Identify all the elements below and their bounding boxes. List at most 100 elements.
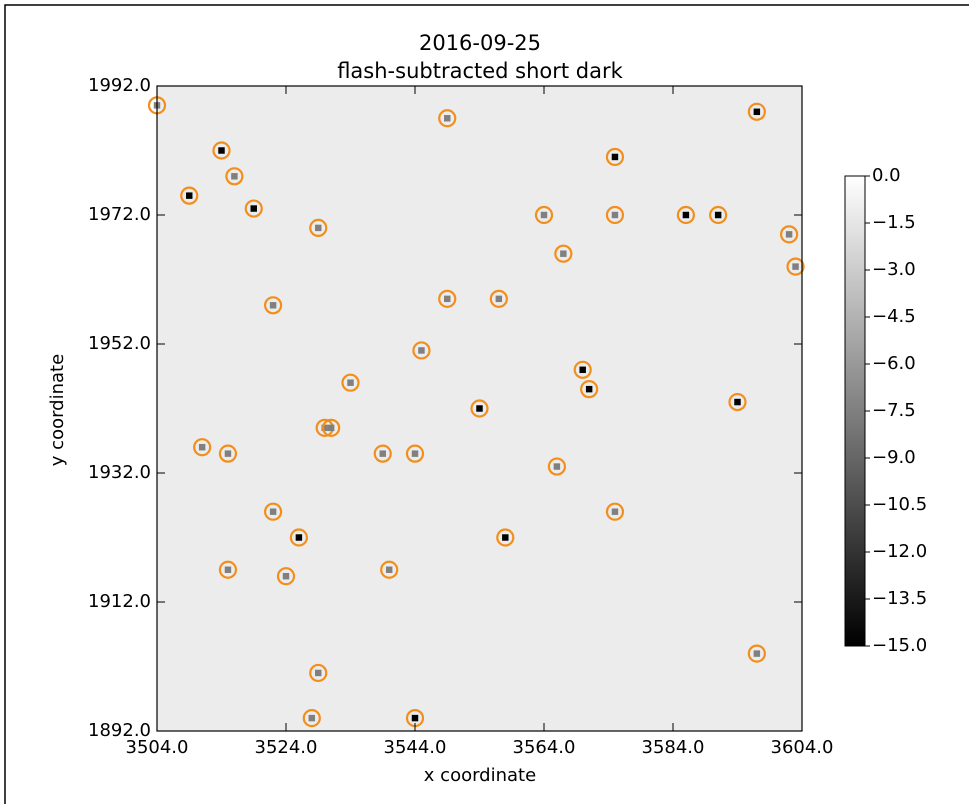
- hot-pixel: [560, 250, 567, 257]
- x-tick-label: 3604.0: [771, 737, 834, 758]
- y-tick-label: 1972.0: [88, 204, 151, 225]
- frame: [4, 4, 969, 808]
- colorbar-tick-label: −4.5: [872, 306, 916, 327]
- hot-pixel: [269, 302, 277, 309]
- colorbar-tick-label: −12.0: [872, 541, 927, 562]
- y-tick-label: 1952.0: [88, 333, 151, 354]
- hot-pixel: [385, 566, 393, 573]
- marker-circle: [373, 444, 392, 463]
- marker-circle: [747, 644, 766, 663]
- hot-pixel: [224, 450, 232, 457]
- hot-pixel: [218, 147, 225, 154]
- x-tick-label: 3544.0: [384, 737, 447, 758]
- hot-pixel: [308, 714, 316, 722]
- marker-circle: [405, 444, 425, 463]
- colorbar-tick-label: −6.0: [872, 353, 916, 374]
- hot-pixel: [315, 669, 322, 677]
- hot-pixel: [315, 224, 322, 232]
- colorbar: [844, 175, 866, 647]
- colorbar-tick-label: −3.0: [872, 259, 916, 280]
- marker-circle: [302, 708, 321, 728]
- marker-circle: [322, 418, 341, 437]
- marker-circle: [554, 244, 573, 263]
- colorbar-tick-label: 0.0: [872, 165, 901, 186]
- marker-circle: [289, 528, 308, 547]
- marker-circle: [264, 296, 283, 315]
- chart-subtitle: flash-subtracted short dark: [337, 59, 623, 83]
- y-tick-label: 1912.0: [88, 591, 151, 612]
- hot-pixel: [411, 450, 419, 457]
- marker-circle: [180, 186, 199, 205]
- x-tick-label: 3524.0: [255, 737, 318, 758]
- hot-pixel: [231, 173, 238, 180]
- marker-circle: [244, 199, 263, 218]
- y-tick-label: 1892.0: [88, 720, 151, 741]
- hot-pixel: [753, 650, 761, 657]
- hot-pixel: [224, 566, 232, 573]
- marker-circle: [747, 102, 766, 121]
- marker-circle: [218, 560, 238, 579]
- marker-circle: [580, 380, 599, 399]
- x-tick-label: 3584.0: [642, 737, 705, 758]
- y-axis-label: y coordinate: [47, 354, 68, 466]
- marker-circle: [709, 205, 728, 225]
- hot-pixel: [495, 295, 503, 303]
- hot-pixel: [327, 424, 335, 432]
- hot-pixel: [734, 398, 741, 406]
- x-tick-label: 3504.0: [126, 737, 189, 758]
- colorbar-tick-label: −1.5: [872, 212, 916, 233]
- marker-circle: [225, 167, 244, 186]
- x-tick-label: 3564.0: [513, 737, 576, 758]
- marker-circle: [276, 567, 296, 586]
- marker-circle: [489, 289, 508, 308]
- marker-circle: [605, 205, 625, 225]
- hot-pixel: [186, 192, 193, 199]
- colorbar-tick-label: −13.5: [872, 588, 927, 609]
- hot-pixel: [753, 108, 761, 116]
- colorbar-tick-label: −10.5: [872, 494, 927, 515]
- hot-pixel: [198, 443, 206, 451]
- marker-circle: [438, 109, 457, 128]
- hot-pixel: [682, 211, 690, 219]
- x-axis-label: x coordinate: [424, 765, 536, 786]
- hot-pixel: [476, 405, 483, 412]
- marker-circle: [605, 147, 625, 167]
- marker-circle: [786, 257, 805, 276]
- marker-circle: [676, 205, 696, 225]
- hot-pixel: [792, 263, 799, 270]
- marker-circle: [341, 373, 360, 392]
- colorbar-tick-label: −15.0: [872, 635, 927, 656]
- hot-pixel: [418, 347, 425, 354]
- marker-circle: [547, 457, 567, 476]
- hot-pixel: [282, 572, 290, 580]
- marker-circle: [309, 218, 328, 237]
- hot-pixel: [269, 508, 277, 515]
- marker-circle: [573, 360, 592, 379]
- colorbar-tick-label: −9.0: [872, 447, 916, 468]
- hot-pixel: [321, 424, 328, 432]
- chart-title: 2016-09-25: [419, 31, 541, 55]
- marker-circle: [534, 205, 554, 225]
- hot-pixel: [611, 153, 619, 161]
- marker-circle: [218, 444, 238, 463]
- colorbar-tick-label: −7.5: [872, 400, 916, 421]
- hot-pixel: [295, 534, 303, 541]
- y-tick-label: 1932.0: [88, 462, 151, 483]
- marker-circle: [193, 438, 212, 457]
- marker-circle: [412, 341, 431, 360]
- hot-pixel: [250, 205, 257, 212]
- marker-circle: [309, 663, 328, 683]
- marker-circle: [470, 399, 489, 418]
- hot-pixel: [714, 211, 722, 219]
- hot-pixel: [785, 231, 793, 238]
- hot-pixel: [553, 463, 561, 470]
- marker-circle: [728, 392, 747, 412]
- hot-pixel: [579, 366, 586, 374]
- marker-circle: [496, 528, 515, 547]
- hot-pixel: [540, 211, 548, 219]
- marker-circle: [380, 560, 399, 579]
- marker-circle: [264, 502, 283, 521]
- marker-circle: [212, 141, 231, 160]
- hot-pixel: [379, 450, 386, 457]
